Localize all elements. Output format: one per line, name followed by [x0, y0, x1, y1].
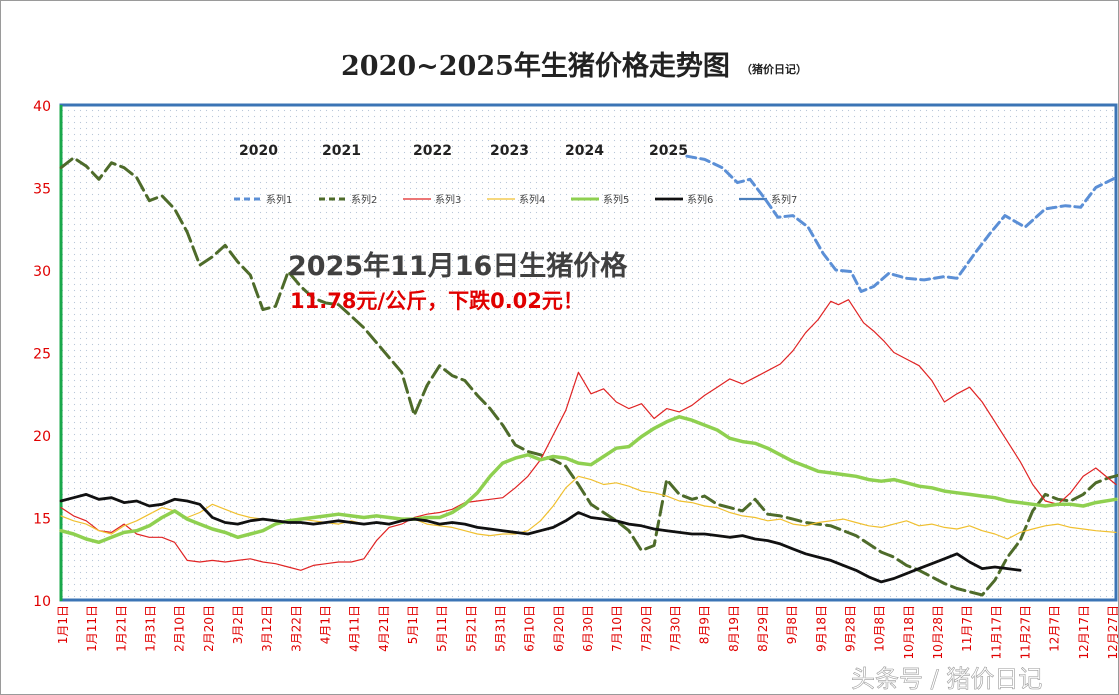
x-tick-label: 1月1日: [56, 605, 70, 644]
x-tick-label: 7月30日: [669, 605, 683, 652]
x-tick-label: 12月17日: [1077, 605, 1091, 660]
legend-label: 系列7: [771, 193, 797, 206]
x-tick-label: 2月10日: [173, 605, 187, 652]
x-tick-label: 1月31日: [144, 605, 158, 652]
y-tick-label: 10: [33, 594, 51, 610]
x-tick-label: 6月10日: [523, 605, 537, 652]
x-tick-label: 3月22日: [289, 605, 303, 652]
series-line-系列2: [59, 156, 1118, 597]
x-tick-label: 4月1日: [319, 605, 333, 644]
x-tick-label: 7月20日: [639, 605, 653, 652]
x-tick-label: 6月20日: [552, 605, 566, 652]
x-tick-label: 11月17日: [989, 605, 1003, 660]
x-axis-ticks: 1月1日 1月11日 1月21日 1月31日 2月10日 2月20日 3月2日 3月12日 3月…: [56, 605, 1118, 660]
plot-background: [61, 105, 1116, 600]
y-tick-label: 25: [33, 347, 51, 363]
x-tick-label: 1月21日: [114, 605, 128, 652]
series-line-系列1: [685, 154, 1118, 293]
legend-label: 系列4: [519, 193, 545, 206]
y-axis-ticks: 10 15 20 25 30 35 40: [33, 99, 51, 610]
chart-title: 2020~2025年生猪价格走势图: [341, 50, 730, 82]
series-line-系列5: [59, 415, 1118, 545]
year-label: 2023: [490, 143, 529, 159]
x-tick-label: 9月8日: [785, 605, 799, 644]
x-tick-label: 12月7日: [1048, 605, 1062, 652]
x-tick-label: 11月7日: [960, 605, 974, 652]
x-tick-label: 10月28日: [931, 605, 945, 660]
series-line-系列3: [60, 299, 1117, 571]
chart-subtitle: （猪价日记）: [741, 62, 807, 76]
x-tick-label: 6月30日: [581, 605, 595, 652]
x-tick-label: 8月29日: [756, 605, 770, 652]
legend-label: 系列6: [687, 193, 713, 206]
legend-label: 系列2: [351, 193, 377, 206]
y-tick-label: 15: [33, 512, 51, 528]
x-tick-label: 5月1日: [406, 605, 420, 644]
x-tick-label: 5月31日: [494, 605, 508, 652]
year-label: 2022: [413, 143, 452, 159]
x-tick-label: 5月11日: [435, 605, 449, 652]
series-layer: [59, 154, 1118, 597]
x-tick-label: 9月18日: [814, 605, 828, 652]
annotation-text: 11.78元/公斤，下跌0.02元！: [290, 289, 584, 313]
x-tick-label: 5月21日: [464, 605, 478, 652]
y-tick-label: 30: [33, 264, 51, 280]
year-label: 2024: [565, 143, 604, 159]
year-label: 2020: [239, 143, 278, 159]
annotation-title: 2025年11月16日生猪价格: [288, 250, 628, 282]
year-label: 2025: [649, 143, 688, 159]
x-tick-label: 11月27日: [1019, 605, 1033, 660]
x-tick-label: 1月11日: [85, 605, 99, 652]
x-tick-label: 4月11日: [348, 605, 362, 652]
legend-label: 系列1: [266, 193, 292, 206]
y-tick-label: 35: [33, 182, 51, 198]
y-tick-label: 40: [33, 99, 51, 115]
series-line-系列6: [59, 493, 1022, 584]
series-line-系列4: [60, 475, 1117, 540]
x-tick-label: 10月8日: [873, 605, 887, 652]
x-tick-label: 7月10日: [610, 605, 624, 652]
x-tick-label: 4月21日: [377, 605, 391, 652]
x-tick-label: 3月2日: [231, 605, 245, 644]
legend-label: 系列5: [603, 193, 629, 206]
watermark: 头条号 / 猪价日记: [851, 665, 1042, 693]
legend: 系列1 系列2 系列3 系列4 系列5 系列6 系列7: [234, 193, 797, 206]
year-label: 2021: [322, 143, 361, 159]
x-tick-label: 2月20日: [202, 605, 216, 652]
x-tick-label: 8月9日: [698, 605, 712, 644]
x-tick-label: 8月19日: [727, 605, 741, 652]
legend-label: 系列3: [435, 193, 461, 206]
x-tick-label: 9月28日: [844, 605, 858, 652]
year-labels: 2020 2021 2022 2023 2024 2025: [239, 143, 688, 159]
x-tick-label: 3月12日: [260, 605, 274, 652]
y-tick-label: 20: [33, 429, 51, 445]
x-tick-label: 10月18日: [902, 605, 916, 660]
x-tick-label: 12月27日: [1106, 605, 1118, 660]
